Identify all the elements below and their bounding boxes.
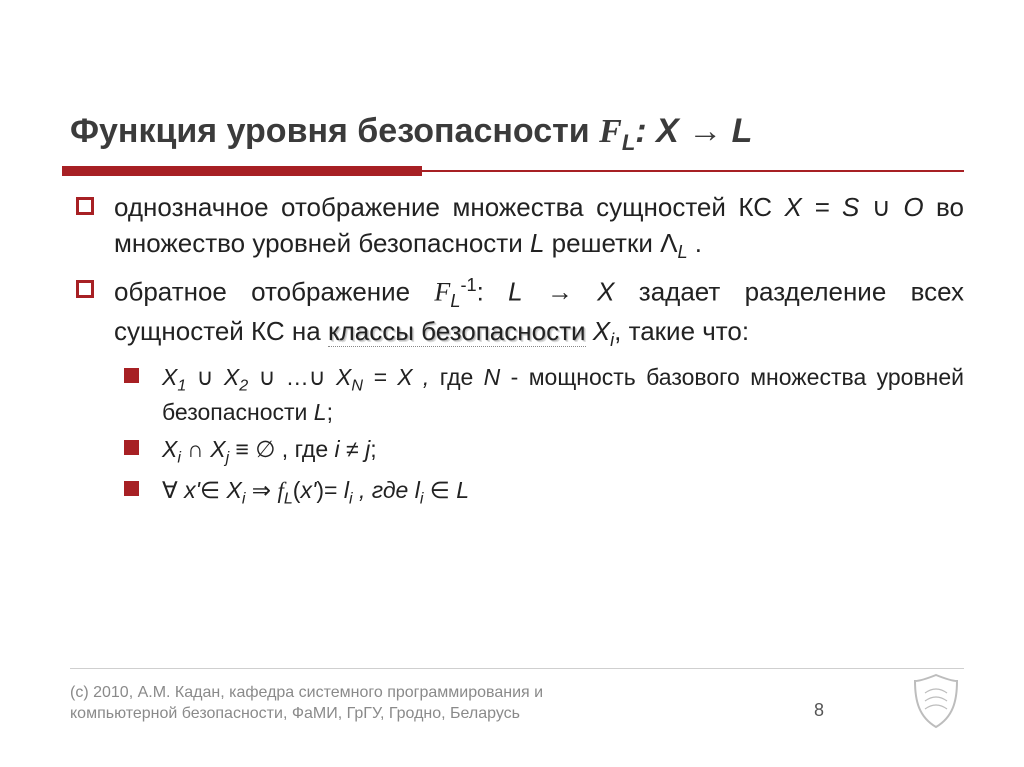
title-f-sub: L xyxy=(622,130,635,155)
sb2-semi: ; xyxy=(370,436,376,462)
sb2-cap: ∩ xyxy=(181,436,210,462)
sb1-l: L xyxy=(314,399,327,425)
title-arrow: → xyxy=(679,112,732,150)
bullet-2: обратное отображение FL-1: L → X задает … xyxy=(70,273,964,353)
sb1-comma: , xyxy=(413,364,430,390)
sb1-s2: 2 xyxy=(239,376,248,394)
b1-post1: решетки Λ xyxy=(544,228,677,258)
b1-x: X xyxy=(785,192,802,222)
sb3-imp: ⇒ xyxy=(245,477,277,503)
subbullet-2: Xi ∩ Xj ≡ ∅ , где i ≠ j; xyxy=(70,434,964,469)
sb3-forall: ∀ xyxy=(162,477,184,503)
slide: Функция уровня безопасности FL: X → L од… xyxy=(0,0,1024,767)
b2-fsub: L xyxy=(450,291,460,311)
footer-separator xyxy=(70,668,964,669)
sb1-s1: 1 xyxy=(177,376,186,394)
sb3-xi: X xyxy=(226,477,241,503)
b1-lambda-sub: L xyxy=(677,242,687,262)
sb1-gde: где xyxy=(429,364,483,390)
subbullet-1: X1 ∪ X2 ∪ …∪ XN = X , где N - мощность б… xyxy=(70,362,964,429)
sb3-lset: L xyxy=(456,477,469,503)
sb2-neq: ≠ xyxy=(340,436,365,462)
b2-l: L xyxy=(508,277,522,307)
title-colon: : xyxy=(635,112,656,150)
b2-space xyxy=(586,316,593,346)
sb3-in1: ∈ xyxy=(200,477,226,503)
slide-body: однозначное отображение множества сущнос… xyxy=(70,190,964,510)
sb3-in2: ∈ xyxy=(423,477,456,503)
b2-f: F xyxy=(434,278,450,307)
b1-post2: . xyxy=(688,228,702,258)
sb1-xn: X xyxy=(336,364,351,390)
footer-line1: (с) 2010, А.М. Кадан, кафедра системного… xyxy=(70,684,543,701)
sb3-comma: , где xyxy=(353,477,415,503)
sb1-eq: = xyxy=(363,364,397,390)
sb1-cup2: ∪ …∪ xyxy=(248,364,336,390)
subbullet-square-icon xyxy=(124,440,139,455)
sb3-close: )= xyxy=(316,477,343,503)
b1-o: O xyxy=(903,192,923,222)
b1-eq: = xyxy=(802,192,842,222)
title-underline xyxy=(70,166,964,172)
sb1-dash: - xyxy=(500,364,528,390)
bullet-1: однозначное отображение множества сущнос… xyxy=(70,190,964,265)
b1-l: L xyxy=(530,228,544,258)
shield-icon xyxy=(910,673,962,729)
footer-text: (с) 2010, А.М. Кадан, кафедра системного… xyxy=(70,682,543,725)
bullet-square-icon xyxy=(76,280,94,298)
b1-cup: ∪ xyxy=(859,192,903,222)
b1-s: S xyxy=(842,192,859,222)
sb3-xp2: x' xyxy=(300,477,316,503)
sb3-xp: x' xyxy=(184,477,200,503)
b2-arrow: → xyxy=(523,277,598,307)
sb1-xx: X xyxy=(397,364,412,390)
b2-post: , такие что: xyxy=(614,316,749,346)
subbullet-3: ∀ x'∈ Xi ⇒ fL(x')= li , где li ∈ L xyxy=(70,475,964,510)
sb2-xi: X xyxy=(162,436,177,462)
thin-rule xyxy=(70,170,964,172)
sb1-sn: N xyxy=(351,376,363,394)
sb1-semi: ; xyxy=(327,399,333,425)
b2-pre: обратное отображение xyxy=(114,277,434,307)
sb1-cup1: ∪ xyxy=(186,364,224,390)
sb3-flsub: L xyxy=(284,490,293,508)
b2-colon: : xyxy=(477,277,509,307)
b2-inv: -1 xyxy=(460,275,476,295)
page-number: 8 xyxy=(814,700,824,721)
sb2-xj: X xyxy=(210,436,225,462)
title-l: L xyxy=(732,112,753,150)
sb1-x2: X xyxy=(224,364,239,390)
footer-line2: компьютерной безопасности, ФаМИ, ГрГУ, Г… xyxy=(70,705,520,722)
subbullet-square-icon xyxy=(124,368,139,383)
title-x: X xyxy=(656,112,679,150)
sb1-n: N xyxy=(484,364,501,390)
sb2-eqv: ≡ ∅ , где xyxy=(229,436,334,462)
subbullet-square-icon xyxy=(124,481,139,496)
title-text-1: Функция уровня безопасности xyxy=(70,112,599,150)
bullet-square-icon xyxy=(76,197,94,215)
slide-title: Функция уровня безопасности FL: X → L xyxy=(70,110,964,156)
b2-xi: X xyxy=(593,316,610,346)
b2-highlight: классы безопасности xyxy=(328,316,586,347)
b2-x: X xyxy=(597,277,614,307)
b1-text-pre: однозначное отображение множества сущнос… xyxy=(114,192,785,222)
title-f-symbol: F xyxy=(599,113,622,150)
sb1-x1: X xyxy=(162,364,177,390)
